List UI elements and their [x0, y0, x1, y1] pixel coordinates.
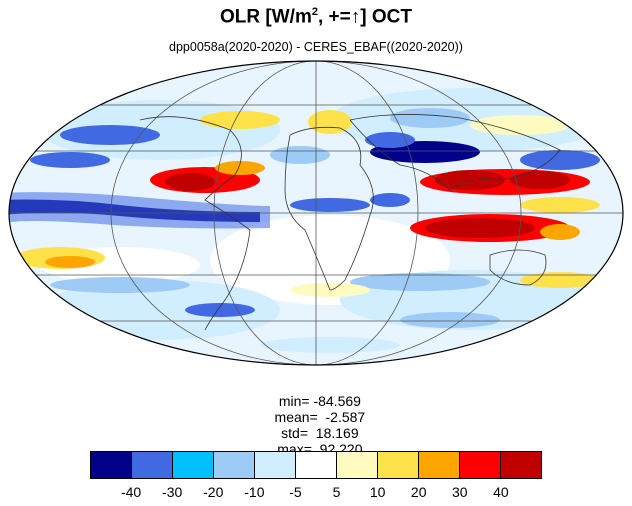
colorbar-swatch-9	[460, 452, 501, 478]
colorbar-swatch-5	[296, 452, 337, 478]
statistics-line: min= -84.569 mean= -2.587 std= 18.169 ma…	[0, 377, 632, 457]
colorbar	[90, 451, 542, 479]
stat-mean: mean= -2.587	[274, 409, 366, 425]
stat-std: std= 18.169	[281, 425, 359, 441]
graticule	[9, 61, 623, 365]
world-map	[8, 60, 624, 366]
globe-outline	[8, 60, 624, 366]
colorbar-tick-label: -10	[244, 484, 265, 500]
colorbar-swatch-6	[337, 452, 378, 478]
colorbar-swatch-8	[419, 452, 460, 478]
colorbar-tick-label: 20	[410, 484, 427, 500]
colorbar-swatch-4	[255, 452, 296, 478]
colorbar-tick-label: 40	[493, 484, 509, 500]
colorbar-tick-label: 30	[452, 484, 468, 500]
plot-title: OLR [W/m2, +=↑] OCT	[220, 6, 412, 28]
colorbar-swatch-2	[173, 452, 214, 478]
colorbar-tick-label: -20	[203, 484, 224, 500]
colorbar-swatch-10	[501, 452, 541, 478]
colorbar-swatch-0	[91, 452, 132, 478]
stat-min: min= -84.569	[278, 393, 361, 409]
colorbar-tick-label: -5	[289, 484, 302, 500]
colorbar-tick-label: 5	[332, 484, 341, 500]
colorbar-tick-labels: -40 -30 -20 -10 -5 5 10 20 30 40	[90, 484, 542, 502]
colorbar-swatch-3	[214, 452, 255, 478]
coastlines	[139, 114, 561, 331]
colorbar-tick-label: -40	[120, 484, 142, 500]
colorbar-swatch-1	[132, 452, 173, 478]
colorbar-tick-label: -30	[162, 484, 183, 500]
colorbar-tick-label: 10	[369, 484, 386, 500]
plot-subtitle: dpp0058a(2020-2020) - CERES_EBAF((2020-2…	[169, 40, 463, 54]
colorbar-swatch-7	[378, 452, 419, 478]
